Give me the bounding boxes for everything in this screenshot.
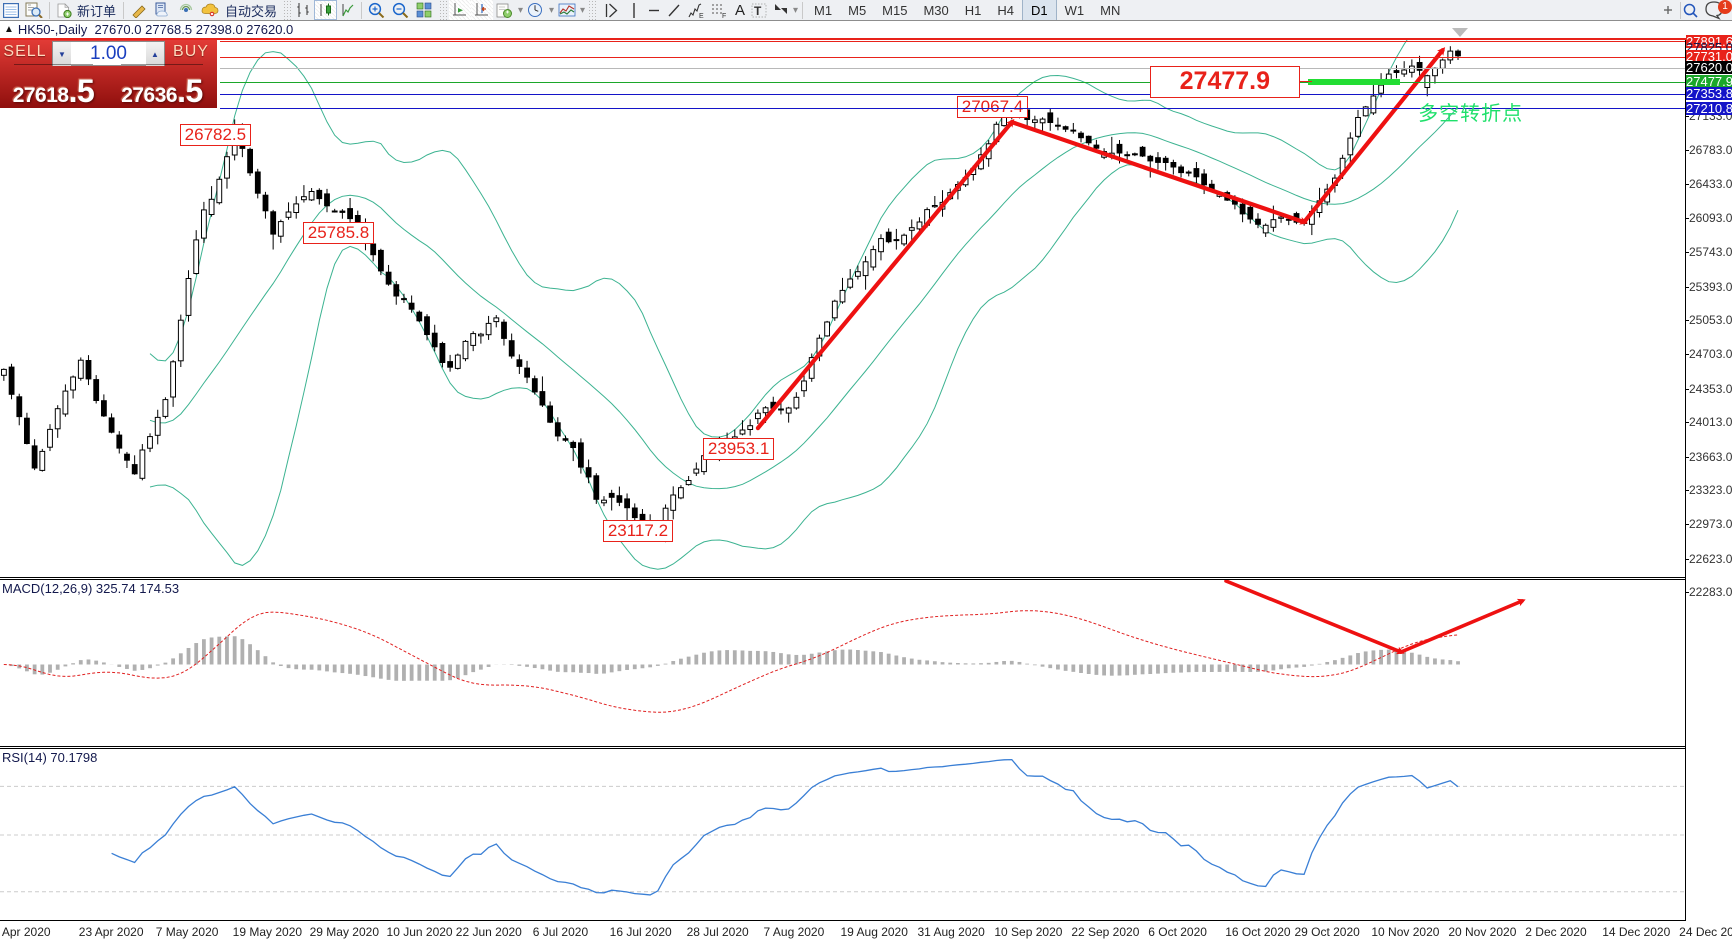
svg-text:F: F xyxy=(722,13,726,18)
svg-text:E: E xyxy=(699,13,704,18)
svg-text:T: T xyxy=(754,4,762,18)
